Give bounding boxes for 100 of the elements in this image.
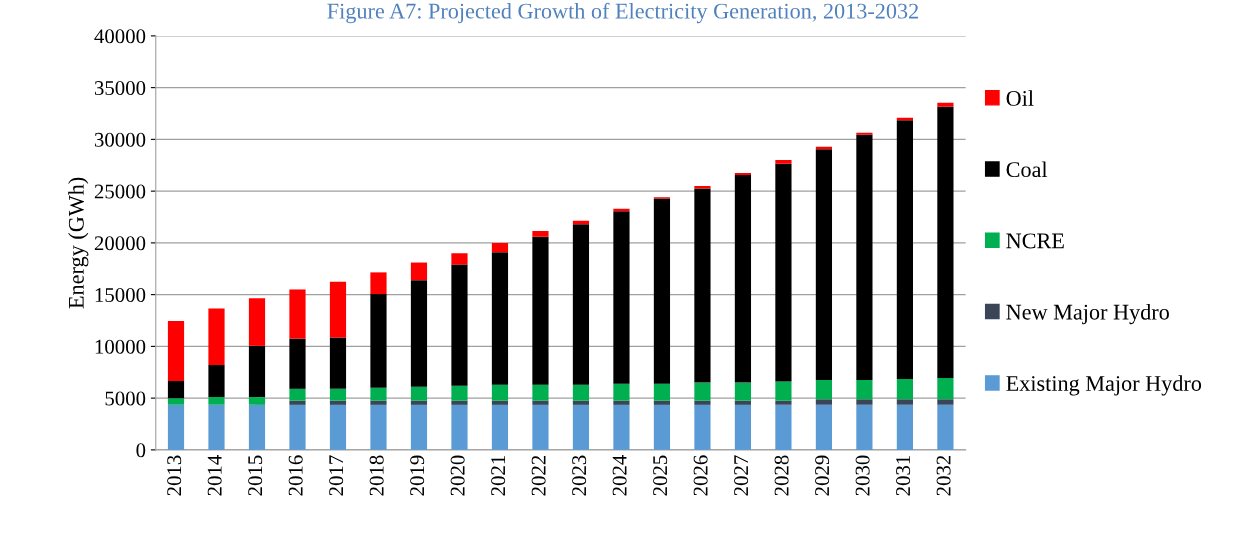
y-tick-label: 35000 bbox=[94, 81, 146, 96]
bar bbox=[289, 388, 306, 401]
chart-title: Figure A7: Projected Growth of Electricity Generation, 2013-2032 bbox=[327, 2, 918, 24]
bar bbox=[329, 400, 347, 405]
bar bbox=[289, 404, 306, 450]
bar bbox=[896, 399, 914, 405]
x-tick-label: 2028 bbox=[774, 455, 789, 496]
bar bbox=[815, 399, 833, 405]
legend-label: Coal bbox=[1006, 161, 1048, 178]
x-tick-label: 2024 bbox=[612, 455, 627, 496]
bar bbox=[734, 400, 752, 405]
x-tick-label: 2013 bbox=[167, 455, 182, 496]
bar bbox=[451, 264, 468, 386]
bar bbox=[208, 404, 225, 450]
x-tick-label: 2027 bbox=[734, 455, 749, 496]
bar bbox=[856, 404, 873, 450]
bar bbox=[329, 337, 347, 389]
bar bbox=[694, 185, 711, 189]
bar bbox=[248, 404, 266, 450]
bar bbox=[167, 321, 185, 382]
bar bbox=[694, 404, 711, 450]
x-tick-label: 2022 bbox=[531, 455, 546, 496]
bar bbox=[167, 398, 185, 405]
bar bbox=[167, 381, 185, 399]
x-tick-label: 2018 bbox=[369, 455, 384, 496]
bar bbox=[694, 400, 711, 405]
bar bbox=[451, 404, 468, 450]
bar bbox=[208, 397, 225, 405]
bar bbox=[532, 400, 549, 405]
bar bbox=[289, 400, 306, 405]
bar bbox=[734, 173, 752, 176]
bar bbox=[410, 386, 428, 401]
bar bbox=[532, 384, 549, 401]
bar bbox=[532, 404, 549, 450]
bar bbox=[653, 198, 671, 384]
y-tick-label: 0 bbox=[136, 443, 146, 458]
bar bbox=[815, 149, 833, 381]
bar bbox=[572, 404, 590, 450]
x-tick-label: 2031 bbox=[896, 455, 911, 496]
x-tick-label: 2017 bbox=[329, 455, 344, 496]
bar bbox=[937, 377, 954, 400]
bar bbox=[248, 298, 266, 346]
legend-label: Oil bbox=[1006, 90, 1034, 106]
bar bbox=[613, 400, 630, 405]
bar bbox=[775, 400, 792, 405]
x-tick-label: 2023 bbox=[572, 455, 587, 496]
bar bbox=[532, 236, 549, 385]
y-tick-label: 20000 bbox=[94, 236, 146, 251]
bar bbox=[613, 383, 630, 401]
bar bbox=[856, 399, 873, 405]
bar bbox=[491, 242, 509, 253]
x-tick-label: 2030 bbox=[855, 455, 870, 496]
bar bbox=[734, 404, 752, 450]
legend-label: Existing Major Hydro bbox=[1006, 375, 1202, 396]
bar bbox=[491, 384, 509, 401]
bar bbox=[248, 345, 266, 398]
y-axis-title: Energy (GWh) bbox=[68, 177, 89, 309]
y-tick-label: 30000 bbox=[94, 132, 146, 147]
bar bbox=[370, 404, 387, 450]
y-tick-label: 10000 bbox=[95, 339, 146, 354]
x-tick-label: 2020 bbox=[450, 455, 465, 496]
y-tick-label: 5000 bbox=[105, 391, 146, 406]
y-tick-label: 15000 bbox=[95, 288, 146, 303]
bar bbox=[370, 294, 387, 388]
bar bbox=[451, 253, 468, 265]
bar bbox=[775, 381, 792, 401]
bar bbox=[491, 404, 509, 450]
bar bbox=[370, 272, 387, 295]
bar bbox=[572, 224, 590, 385]
x-tick-label: 2025 bbox=[653, 455, 668, 496]
x-tick-label: 2015 bbox=[248, 455, 263, 496]
x-tick-label: 2029 bbox=[815, 455, 830, 496]
bar bbox=[248, 397, 266, 405]
bar bbox=[410, 404, 428, 450]
y-tick-label: 40000 bbox=[94, 29, 146, 44]
bar bbox=[896, 404, 914, 450]
bar bbox=[856, 380, 873, 400]
bar bbox=[937, 404, 954, 450]
bar bbox=[734, 382, 752, 401]
bar bbox=[410, 262, 428, 281]
bar bbox=[896, 120, 914, 379]
x-tick-label: 2019 bbox=[410, 455, 425, 496]
bar bbox=[856, 134, 873, 381]
legend-label: NCRE bbox=[1006, 233, 1064, 249]
bar bbox=[329, 281, 347, 338]
bar bbox=[572, 384, 590, 401]
x-tick-label: 2026 bbox=[693, 455, 708, 496]
bar bbox=[572, 400, 590, 405]
bar bbox=[491, 400, 509, 405]
bar bbox=[937, 106, 954, 378]
bar bbox=[937, 102, 954, 107]
bar bbox=[451, 400, 468, 405]
bar bbox=[613, 404, 630, 450]
bar bbox=[289, 289, 306, 339]
bar bbox=[329, 404, 347, 450]
bar bbox=[451, 385, 468, 401]
bar bbox=[937, 399, 954, 405]
bar bbox=[208, 365, 225, 398]
bar bbox=[815, 404, 833, 450]
x-tick-label: 2032 bbox=[936, 455, 951, 496]
